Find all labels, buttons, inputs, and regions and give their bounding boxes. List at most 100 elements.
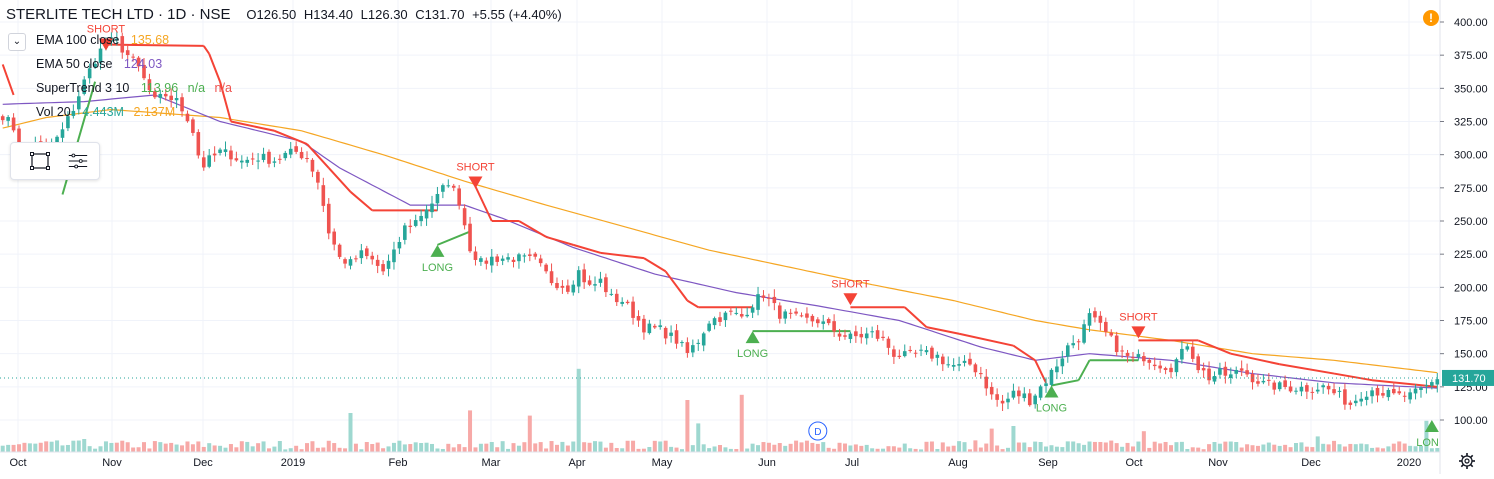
volume-bar xyxy=(136,447,141,452)
supertrend-segment xyxy=(1051,379,1079,387)
volume-bar xyxy=(93,448,98,452)
volume-bar xyxy=(587,442,592,452)
long-signal-label: LONG xyxy=(1036,403,1067,415)
candle-body xyxy=(354,258,358,260)
volume-bar xyxy=(745,448,750,452)
candle-body xyxy=(55,136,59,144)
volume-bar xyxy=(478,443,483,452)
candle-body xyxy=(511,259,516,262)
candle-body xyxy=(212,153,217,156)
supertrend-segment xyxy=(1279,363,1335,375)
time-tick-label: Nov xyxy=(102,457,122,469)
volume-bar xyxy=(750,443,755,452)
candle-body xyxy=(625,301,630,304)
candle-body xyxy=(886,338,891,348)
volume-bar xyxy=(1027,447,1032,452)
candle-body xyxy=(185,113,190,122)
volume-bar xyxy=(239,441,244,452)
close-value: C131.70 xyxy=(415,7,465,22)
price-tick-label: 150.00 xyxy=(1454,349,1488,361)
supertrend-segment xyxy=(274,129,308,145)
indicator-supertrend[interactable]: SuperTrend 3 10 113.96 n/a n/a xyxy=(36,81,238,95)
symbol-header[interactable]: STERLITE TECH LTD · 1D · NSE O126.50 H13… xyxy=(6,6,566,23)
volume-bar xyxy=(185,441,190,452)
candle-body xyxy=(98,48,103,63)
volume-bar xyxy=(1353,444,1358,452)
volume-bar xyxy=(1380,448,1385,452)
candle-body xyxy=(250,158,255,160)
menu-lines-icon[interactable] xyxy=(67,151,89,171)
volume-bar xyxy=(109,442,114,452)
candle-body xyxy=(1375,387,1380,396)
long-signal-label: LONG xyxy=(737,348,768,360)
volume-bar xyxy=(1190,447,1195,452)
volume-bar xyxy=(152,441,157,452)
volume-bar xyxy=(734,448,739,452)
volume-bar xyxy=(6,444,11,452)
volume-bar xyxy=(147,448,152,452)
candle-body xyxy=(533,253,538,257)
volume-bar xyxy=(1071,441,1076,452)
candle-body xyxy=(310,159,315,172)
candle-body xyxy=(1044,383,1048,387)
volume-bar xyxy=(527,415,532,452)
candle-body xyxy=(582,269,586,283)
volume-bar xyxy=(402,444,407,452)
volume-bar xyxy=(1049,445,1054,452)
volume-bar xyxy=(1424,420,1429,452)
candle-body xyxy=(609,293,614,295)
candle-body xyxy=(1381,393,1385,396)
candle-body xyxy=(1060,358,1065,367)
volume-bar xyxy=(1332,440,1337,452)
volume-bar xyxy=(125,442,130,452)
volume-bar xyxy=(1277,445,1282,452)
drawing-tool-panel xyxy=(10,142,100,180)
alert-icon[interactable]: ! xyxy=(1423,10,1439,26)
candle-body xyxy=(691,345,695,353)
candle-body xyxy=(125,50,130,56)
candle-body xyxy=(723,312,728,321)
candle-body xyxy=(663,327,668,339)
volume-bar xyxy=(554,444,559,452)
candle-body xyxy=(821,321,826,324)
volume-bar xyxy=(114,442,119,452)
indicator-ema50[interactable]: EMA 50 close 124.03 xyxy=(36,57,168,71)
volume-bar xyxy=(620,448,625,452)
volume-bar xyxy=(756,445,761,452)
candle-body xyxy=(854,331,858,337)
candle-body xyxy=(1288,386,1293,392)
settings-gear-icon[interactable] xyxy=(1458,452,1476,470)
candle-body xyxy=(805,313,809,318)
price-tick-label: 175.00 xyxy=(1454,316,1488,328)
volume-bar xyxy=(1261,444,1266,452)
indicator-volume[interactable]: Vol 20 4.443M 2.137M xyxy=(36,105,181,119)
candle-body xyxy=(500,258,505,261)
candle-body xyxy=(1343,389,1347,405)
volume-bar xyxy=(49,441,54,452)
volume-bar xyxy=(1245,444,1250,452)
collapse-chevron-icon[interactable]: ⌄ xyxy=(8,33,26,51)
candle-body xyxy=(1239,368,1244,371)
volume-bar xyxy=(223,447,228,452)
candle-body xyxy=(1022,393,1027,399)
candle-body xyxy=(1201,368,1206,371)
symbol-title[interactable]: STERLITE TECH LTD · 1D · NSE xyxy=(6,6,231,23)
supertrend-segment xyxy=(306,143,330,169)
volume-bar xyxy=(967,449,972,452)
supertrend-segment xyxy=(904,306,928,328)
candle-body xyxy=(593,284,597,286)
long-signal-arrow xyxy=(1044,385,1059,398)
candlesticks[interactable] xyxy=(0,31,1440,412)
volume-bar xyxy=(652,440,657,452)
time-tick-label: Apr xyxy=(568,457,585,469)
supertrend-segment xyxy=(926,326,960,335)
volume-bar xyxy=(1179,441,1184,452)
volume-bar xyxy=(1364,444,1369,452)
indicator-ema100[interactable]: EMA 100 close 135.68 xyxy=(36,33,175,47)
indicator-value: 135.68 xyxy=(130,33,170,47)
volume-bar xyxy=(891,446,896,452)
rectangle-tool-icon[interactable] xyxy=(29,151,51,171)
